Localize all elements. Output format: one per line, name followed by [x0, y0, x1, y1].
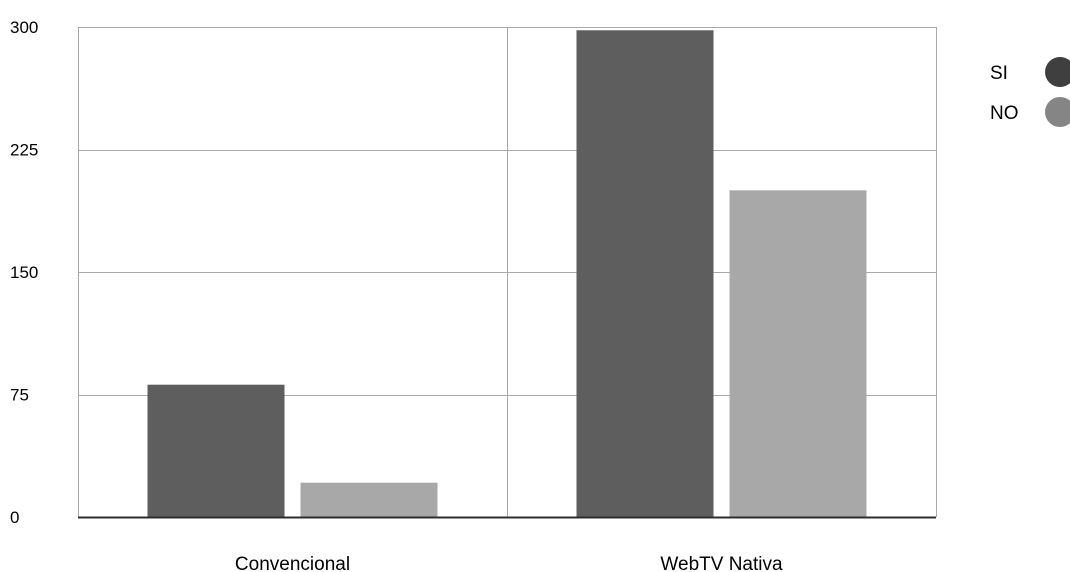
x-category-label: Convencional — [235, 554, 350, 572]
bar-si-1 — [576, 30, 714, 518]
bar-no-0 — [300, 482, 438, 517]
y-tick-label: 225 — [10, 141, 38, 160]
y-tick-label: 75 — [10, 386, 29, 405]
legend-swatch — [1045, 97, 1070, 127]
legend-label: NO — [990, 103, 1019, 124]
bars — [147, 30, 867, 518]
x-category-label: WebTV Nativa — [660, 554, 783, 572]
x-category-labels: Convencional WebTV Nativa — [235, 554, 783, 572]
legend-swatch — [1045, 57, 1070, 87]
y-tick-label: 300 — [10, 18, 38, 37]
bar-no-1 — [729, 190, 867, 518]
legend: SI NO — [990, 57, 1070, 127]
legend-label: SI — [990, 63, 1008, 84]
y-tick-label: 0 — [10, 508, 19, 527]
bar-si-0 — [147, 384, 285, 517]
y-tick-label: 150 — [10, 263, 38, 282]
y-tick-labels: 0 75 150 225 300 — [10, 18, 38, 527]
